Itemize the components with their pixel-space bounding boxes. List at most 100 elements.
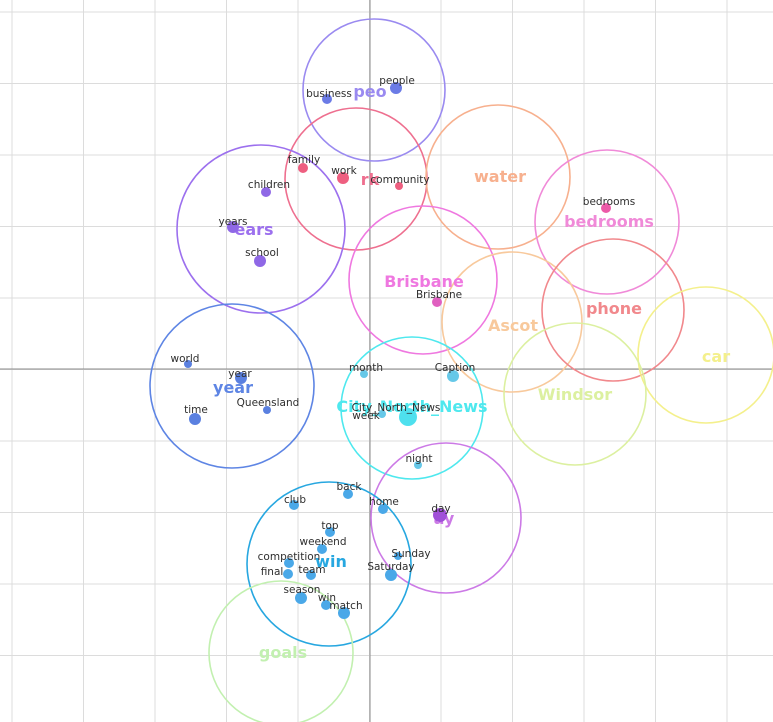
term-label-weekend: weekend — [300, 536, 347, 548]
term-label-day: day — [431, 503, 450, 515]
cluster-label-goals: goals — [259, 643, 307, 662]
cluster-label-ascot: Ascot — [488, 316, 538, 335]
cluster-circle-city-north-news — [340, 336, 484, 480]
term-label-team: team — [298, 564, 325, 576]
cluster-circle-windsor — [503, 322, 647, 466]
term-label-queensland: Queensland — [237, 397, 300, 409]
term-label-competition: competition — [258, 551, 321, 563]
term-dot-work — [337, 172, 349, 184]
cluster-circle-phone — [541, 238, 685, 382]
term-label-week: week — [352, 410, 381, 422]
term-dot-bedrooms — [601, 203, 611, 213]
term-dot-back — [343, 489, 353, 499]
term-label-children: children — [248, 179, 290, 191]
term-label-work: work — [331, 165, 357, 177]
term-dot-month — [360, 370, 368, 378]
term-label-top: top — [321, 520, 339, 532]
term-dot-year — [235, 372, 247, 384]
term-label-brisbane: Brisbane — [416, 289, 462, 301]
cluster-circle-win — [246, 481, 412, 647]
term-label-years: years — [219, 216, 248, 228]
cluster-label-brisbane: Brisbane — [384, 272, 464, 291]
cluster-circle-year — [149, 303, 315, 469]
cluster-label-work: rk — [361, 170, 380, 189]
cluster-circles — [149, 18, 773, 722]
term-label-back: back — [337, 481, 363, 493]
term-dot-time — [189, 413, 201, 425]
cluster-circle-brisbane — [348, 205, 498, 355]
cluster-circle-people — [302, 18, 446, 162]
term-dot-top — [325, 527, 335, 537]
cluster-label-year: year — [213, 378, 253, 397]
cluster-label-water: water — [474, 167, 526, 186]
term-dot-season — [295, 592, 307, 604]
term-label-saturday: Saturday — [367, 561, 414, 573]
term-label-time: time — [184, 404, 208, 416]
term-dot-final — [283, 569, 293, 579]
cluster-label-windsor: Windsor — [538, 385, 612, 404]
term-dot-business — [322, 94, 332, 104]
term-label-home: home — [369, 496, 399, 508]
term-label-bedrooms: bedrooms — [583, 196, 635, 208]
cluster-label-win: win — [315, 552, 347, 571]
term-dot-people — [390, 82, 402, 94]
term-dot-club — [289, 500, 299, 510]
cluster-circle-water — [425, 104, 571, 250]
term-dot-city-north-news — [399, 408, 417, 426]
term-dot-team — [306, 570, 316, 580]
term-dot-win — [321, 600, 331, 610]
cluster-circle-ascot — [441, 251, 583, 393]
term-label-night: night — [405, 453, 432, 465]
term-label-city-north-news: City_North_News — [352, 402, 441, 414]
term-dot-saturday — [385, 569, 397, 581]
term-label-season: season — [284, 584, 321, 596]
cluster-label-car: car — [702, 347, 730, 366]
cluster-circle-goals — [208, 580, 354, 722]
term-dot-competition — [284, 558, 294, 568]
cluster-label-people: peo — [353, 82, 386, 101]
term-dot-week — [378, 410, 386, 418]
term-label-win: win — [318, 592, 336, 604]
cluster-label-city-north-news: City_North_News — [336, 397, 487, 416]
term-dot-world — [184, 360, 192, 368]
term-label-year: year — [228, 368, 252, 380]
term-dot-brisbane — [432, 297, 442, 307]
term-dot-community — [395, 182, 403, 190]
term-dot-weekend — [317, 544, 327, 554]
term-label-family: family — [288, 154, 320, 166]
term-labels: business people family work community childre… — [171, 75, 636, 612]
term-dot-night — [414, 461, 422, 469]
term-dot-caption — [447, 370, 459, 382]
term-label-school: school — [245, 247, 279, 259]
cluster-labels: peo rk water bedrooms ears Brisbane Ascot phone… — [213, 82, 730, 662]
term-dot-sunday — [394, 552, 402, 560]
term-label-people: people — [379, 75, 415, 87]
cluster-circle-car — [637, 286, 773, 424]
term-label-match: match — [329, 600, 362, 612]
term-label-community: community — [370, 174, 429, 186]
term-dot-day — [433, 508, 447, 522]
term-label-final: final — [261, 566, 284, 578]
term-label-club: club — [284, 494, 306, 506]
term-dot-match — [338, 607, 350, 619]
term-dot-queensland — [263, 406, 271, 414]
term-label-business: business — [306, 88, 352, 100]
cluster-circle-work — [284, 107, 428, 251]
cluster-label-years: ears — [234, 220, 273, 239]
term-dots — [184, 82, 611, 619]
cluster-circle-years — [176, 144, 346, 314]
term-label-world: world — [171, 353, 200, 365]
term-dot-family — [298, 163, 308, 173]
cluster-circle-bedrooms — [534, 149, 680, 295]
term-dot-years — [227, 221, 239, 233]
term-dot-children — [261, 187, 271, 197]
term-label-month: month — [349, 362, 383, 374]
term-label-caption: Caption — [435, 362, 476, 374]
term-label-sunday: Sunday — [391, 548, 430, 560]
cluster-label-bedrooms: bedrooms — [564, 212, 654, 231]
term-dot-home — [378, 504, 388, 514]
term-dot-school — [254, 255, 266, 267]
